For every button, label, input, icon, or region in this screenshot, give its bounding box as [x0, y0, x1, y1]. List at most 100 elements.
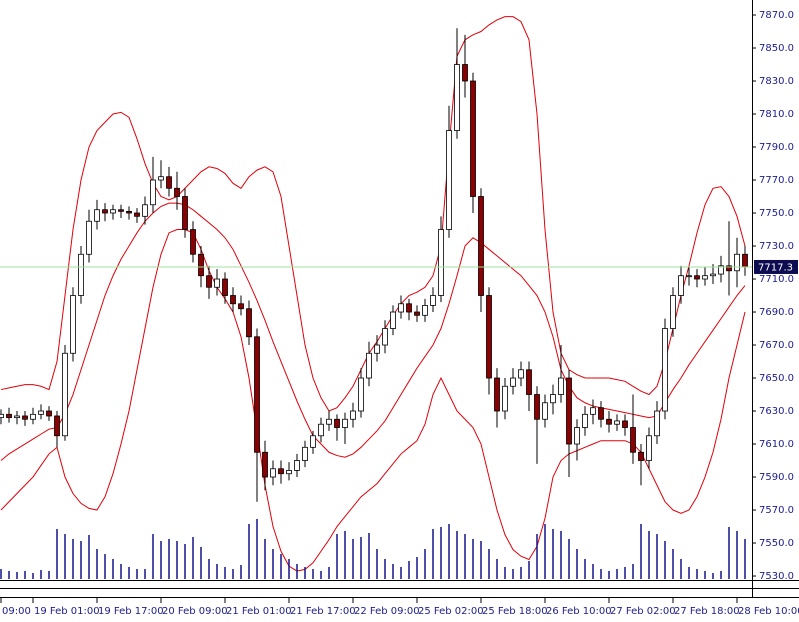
candle-body [254, 336, 260, 453]
candle-body [118, 209, 124, 212]
candle-body [638, 451, 644, 461]
candle-body [454, 64, 460, 131]
candle-body [390, 311, 396, 329]
candle-body [134, 212, 140, 217]
candle-body [14, 415, 20, 419]
candle-body [358, 377, 364, 412]
y-tick-label: 7850.0 [759, 43, 794, 54]
candle-body [0, 413, 4, 419]
y-tick-label: 7530.0 [759, 571, 794, 582]
candle-body [502, 385, 508, 412]
candle-body [54, 415, 60, 437]
candle-body [206, 275, 212, 288]
band-lower [0, 229, 746, 572]
x-tick-label: 27 Feb 18:00 [674, 606, 740, 617]
candle-body [630, 427, 636, 453]
candle-body [478, 196, 484, 296]
y-tick-label: 7570.0 [759, 505, 794, 516]
candle-body [710, 273, 716, 277]
candle-body [550, 394, 556, 404]
candle-body [342, 418, 348, 428]
volume-layer [0, 519, 746, 579]
x-tick-label: 21 Feb 17:00 [290, 606, 356, 617]
candle-body [238, 303, 244, 310]
price-label: 7717.3 [758, 262, 793, 273]
candle-body [230, 295, 236, 305]
candle-body [174, 187, 180, 197]
candle-body [30, 413, 36, 420]
candle-body [446, 130, 452, 230]
x-tick-label: 27 Feb 02:00 [610, 606, 676, 617]
candle-body [486, 295, 492, 379]
candle-body [526, 369, 532, 395]
candle-body [542, 402, 548, 420]
candle-body [734, 253, 740, 272]
candle-body [662, 328, 668, 412]
y-tick-label: 7590.0 [759, 472, 794, 483]
candle-body [78, 253, 84, 296]
y-tick-label: 7870.0 [759, 10, 794, 21]
candle-body [622, 420, 628, 428]
candle-body [694, 275, 700, 280]
candle-body [150, 179, 156, 206]
y-tick-label: 7630.0 [759, 406, 794, 417]
candle-body [646, 435, 652, 461]
candle-body [374, 344, 380, 354]
candle-body [726, 265, 732, 272]
candle-body [494, 377, 500, 412]
candle-body [534, 394, 540, 420]
candle-body [670, 295, 676, 329]
candle-body [310, 435, 316, 448]
x-tick-label: 25 Feb 18:00 [482, 606, 548, 617]
candle-body [214, 278, 220, 288]
price-axis-layer: 7530.0 7550.0 7570.0 7590.0 7610.0 7630.0 7650… [0, 10, 799, 617]
band-middle [0, 202, 746, 461]
candle-body [326, 418, 332, 425]
bands-layer [0, 16, 746, 572]
y-tick-label: 7710.0 [759, 274, 794, 285]
candle-body [614, 420, 620, 425]
candle-body [286, 470, 292, 475]
y-tick-label: 7810.0 [759, 109, 794, 120]
x-tick-label: 19 Feb 01:00 [34, 606, 100, 617]
x-tick-label: 19 Feb 17:00 [98, 606, 164, 617]
candle-body [414, 311, 420, 316]
candle-body [126, 210, 132, 214]
y-tick-label: 7690.0 [759, 307, 794, 318]
candle-body [686, 275, 692, 278]
candles-layer [0, 28, 748, 502]
candle-body [270, 468, 276, 478]
y-tick-label: 7650.0 [759, 373, 794, 384]
candle-body [94, 209, 100, 222]
candle-body [38, 410, 44, 415]
overlay-layer: 7717.3 [0, 259, 798, 274]
candle-body [62, 352, 68, 437]
candle-body [246, 308, 252, 338]
x-tick-label: 20 Feb 09:00 [162, 606, 228, 617]
x-tick-label: 21 Feb 01:00 [226, 606, 292, 617]
candle-body [606, 418, 612, 425]
y-tick-label: 7770.0 [759, 175, 794, 186]
candle-body [222, 278, 228, 296]
candle-body [382, 328, 388, 346]
candle-body [302, 446, 308, 461]
candle-body [718, 265, 724, 275]
candle-body [350, 410, 356, 420]
candle-body [102, 209, 108, 214]
candle-body [574, 427, 580, 445]
candle-body [470, 80, 476, 197]
y-tick-label: 7790.0 [759, 142, 794, 153]
candle-body [590, 407, 596, 415]
candle-body [46, 410, 52, 417]
candle-body [558, 377, 564, 395]
candle-body [462, 64, 468, 82]
candle-body [518, 369, 524, 379]
candle-body [190, 229, 196, 255]
candle-body [566, 377, 572, 445]
candle-body [582, 413, 588, 428]
candle-body [422, 305, 428, 316]
x-tick-label: 22 Feb 09:00 [354, 606, 420, 617]
candle-body [598, 407, 604, 420]
x-tick-label: 26 Feb 10:00 [546, 606, 612, 617]
